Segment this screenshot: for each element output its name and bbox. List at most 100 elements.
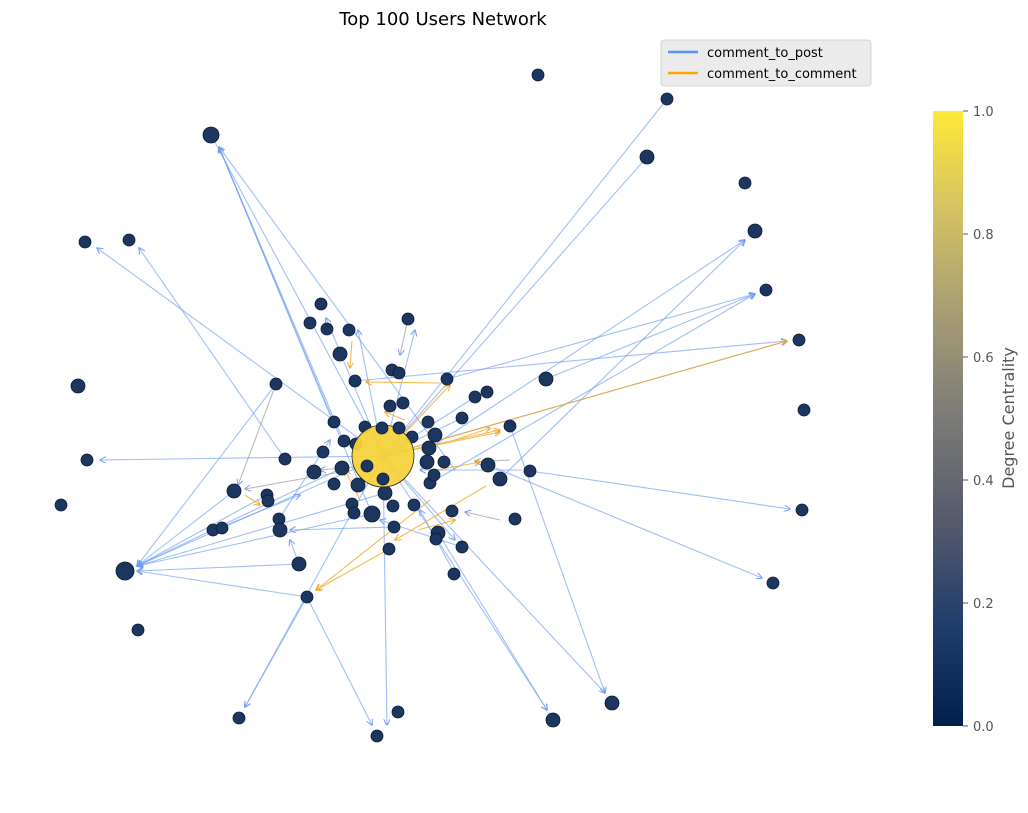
user-node bbox=[370, 729, 384, 743]
node-layer bbox=[54, 68, 811, 743]
user-node bbox=[70, 378, 86, 394]
user-node bbox=[437, 455, 451, 469]
edge-comment-to-post bbox=[245, 471, 341, 489]
legend-label-post: comment_to_post bbox=[707, 46, 823, 61]
user-node bbox=[427, 427, 443, 443]
user-node bbox=[523, 464, 537, 478]
user-node bbox=[392, 421, 406, 435]
user-node bbox=[80, 453, 94, 467]
user-node bbox=[278, 452, 292, 466]
user-node bbox=[316, 445, 330, 459]
user-node bbox=[421, 440, 437, 456]
edge-comment-to-post bbox=[306, 596, 372, 725]
user-node bbox=[334, 460, 350, 476]
colorbar-tick-label: 0.6 bbox=[973, 351, 994, 366]
user-node bbox=[202, 126, 220, 144]
user-node bbox=[232, 711, 246, 725]
user-node bbox=[387, 520, 401, 534]
edge-comment-to-post bbox=[137, 490, 235, 566]
user-node bbox=[382, 542, 396, 556]
user-node bbox=[545, 712, 561, 728]
edge-comment-to-comment bbox=[366, 382, 441, 383]
edge-comment-to-post bbox=[509, 425, 605, 693]
colorbar-tick-label: 0.8 bbox=[973, 228, 994, 243]
edge-comment-to-post bbox=[137, 383, 277, 566]
user-node bbox=[131, 623, 145, 637]
edge-comment-to-post bbox=[219, 147, 456, 471]
user-node bbox=[480, 385, 494, 399]
edge-comment-to-comment bbox=[316, 499, 431, 590]
user-node bbox=[54, 498, 68, 512]
user-node bbox=[639, 149, 655, 165]
user-node bbox=[604, 695, 620, 711]
edge-comment-to-comment bbox=[316, 548, 390, 590]
edge-comment-to-comment bbox=[454, 428, 490, 441]
user-node bbox=[401, 312, 415, 326]
edge-comment-to-post bbox=[529, 470, 790, 509]
user-node bbox=[122, 233, 136, 247]
edge-comment-to-post bbox=[545, 294, 755, 380]
edge-layer bbox=[97, 99, 790, 725]
user-node bbox=[660, 92, 674, 106]
edge-comment-to-post bbox=[382, 157, 647, 457]
edge-comment-to-post bbox=[354, 341, 787, 382]
colorbar-label: Degree Centrality bbox=[999, 347, 1018, 489]
user-node bbox=[377, 485, 393, 501]
user-node bbox=[300, 590, 314, 604]
colorbar: 0.0 0.2 0.4 0.6 0.8 1.0 Degree Centrality bbox=[933, 105, 1018, 735]
user-node bbox=[427, 468, 441, 482]
user-node bbox=[738, 176, 752, 190]
user-node bbox=[342, 323, 356, 337]
edge-comment-to-post bbox=[137, 492, 386, 566]
user-node bbox=[350, 477, 366, 493]
edge-comment-to-post bbox=[382, 455, 387, 725]
colorbar-ticks: 0.0 0.2 0.4 0.6 0.8 1.0 bbox=[963, 105, 994, 735]
edge-comment-to-comment bbox=[382, 341, 787, 457]
edge-comment-to-post bbox=[245, 596, 308, 707]
edge-comment-to-post bbox=[238, 383, 277, 485]
edge-comment-to-post bbox=[429, 240, 745, 449]
user-node bbox=[440, 372, 454, 386]
legend: comment_to_post comment_to_comment bbox=[660, 39, 872, 87]
user-node bbox=[429, 532, 443, 546]
colorbar-tick-label: 0.4 bbox=[973, 474, 994, 489]
edge-comment-to-post bbox=[137, 571, 308, 598]
colorbar-tick-label: 0.0 bbox=[973, 720, 994, 735]
chart-title: Top 100 Users Network bbox=[338, 9, 547, 30]
edge-comment-to-post bbox=[382, 455, 547, 710]
user-node bbox=[455, 411, 469, 425]
legend-label-comment: comment_to_comment bbox=[707, 67, 857, 82]
edge-comment-to-post bbox=[211, 135, 384, 457]
user-node bbox=[792, 333, 806, 347]
user-node bbox=[215, 521, 229, 535]
user-node bbox=[447, 567, 461, 581]
user-node bbox=[531, 68, 545, 82]
user-node bbox=[375, 421, 389, 435]
edge-comment-to-post bbox=[499, 240, 745, 480]
user-node bbox=[303, 316, 317, 330]
user-node bbox=[332, 346, 348, 362]
user-node bbox=[327, 415, 341, 429]
edge-comment-to-comment bbox=[436, 462, 480, 471]
user-node bbox=[407, 498, 421, 512]
user-node bbox=[492, 471, 508, 487]
colorbar-tick-label: 0.2 bbox=[973, 597, 994, 612]
user-node bbox=[269, 377, 283, 391]
user-node bbox=[419, 454, 435, 470]
user-node bbox=[480, 457, 496, 473]
user-node bbox=[747, 223, 763, 239]
user-node bbox=[386, 499, 400, 513]
user-node bbox=[327, 477, 341, 491]
user-node bbox=[376, 472, 390, 486]
user-node bbox=[766, 576, 780, 590]
edge-comment-to-post bbox=[290, 526, 395, 530]
user-node bbox=[272, 522, 288, 538]
user-node bbox=[797, 403, 811, 417]
edge-comment-to-post bbox=[137, 513, 373, 566]
user-node bbox=[348, 374, 362, 388]
user-node bbox=[261, 494, 275, 508]
user-node bbox=[759, 283, 773, 297]
edge-comment-to-comment bbox=[395, 485, 487, 540]
edge-comment-to-comment bbox=[385, 412, 406, 421]
